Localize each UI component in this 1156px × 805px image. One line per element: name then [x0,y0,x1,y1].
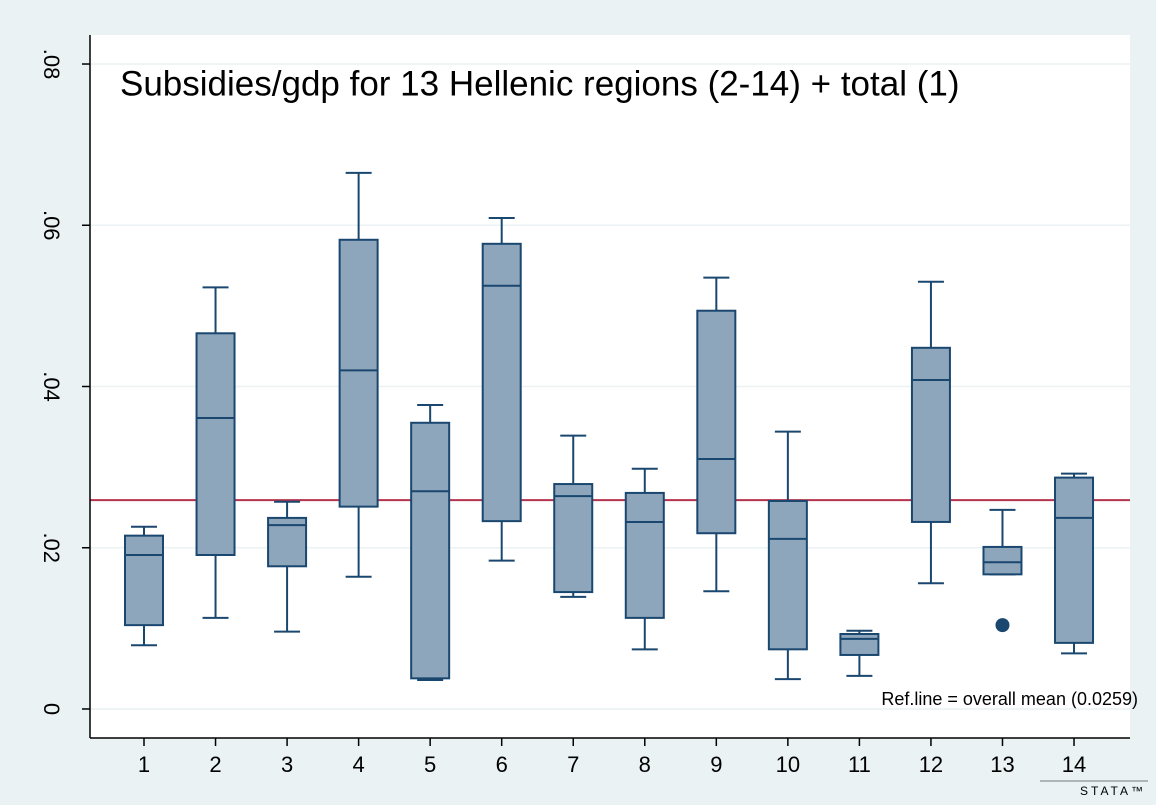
box [338,238,379,508]
x-tick-label: 5 [424,752,436,777]
x-tick-label: 13 [990,752,1014,777]
x-tick-label: 14 [1062,752,1086,777]
box [553,483,594,594]
x-tick-label: 2 [209,752,221,777]
outlier [995,618,1010,633]
logo: STATA™ [1080,784,1146,798]
box [124,534,164,627]
x-tick-label: 9 [710,752,722,777]
y-tick-label: .08 [39,49,64,80]
x-tick-label: 10 [776,752,800,777]
y-tick-label: .04 [39,371,64,402]
box [839,633,880,656]
box [410,421,451,680]
x-tick-label: 11 [848,752,871,777]
box [624,491,665,619]
x-tick-label: 6 [496,752,508,777]
box [696,309,737,535]
y-tick-label: 0 [39,703,64,715]
box [1054,476,1095,644]
x-tick-label: 7 [567,752,579,777]
y-tick-label: .06 [39,210,64,241]
box [195,332,236,556]
box [481,242,522,523]
x-tick-label: 3 [281,752,293,777]
x-tick-label: 4 [352,752,364,777]
box [982,545,1023,576]
chart-title: Subsidies/gdp for 13 Hellenic regions (2… [120,64,959,103]
x-tick-label: 8 [639,752,651,777]
y-tick-label: .02 [39,532,64,563]
box [910,346,951,523]
annotation: Ref.line = overall mean (0.0259) [881,689,1138,709]
box [767,499,808,651]
x-tick-label: 1 [138,752,150,777]
x-tick-label: 12 [919,752,943,777]
